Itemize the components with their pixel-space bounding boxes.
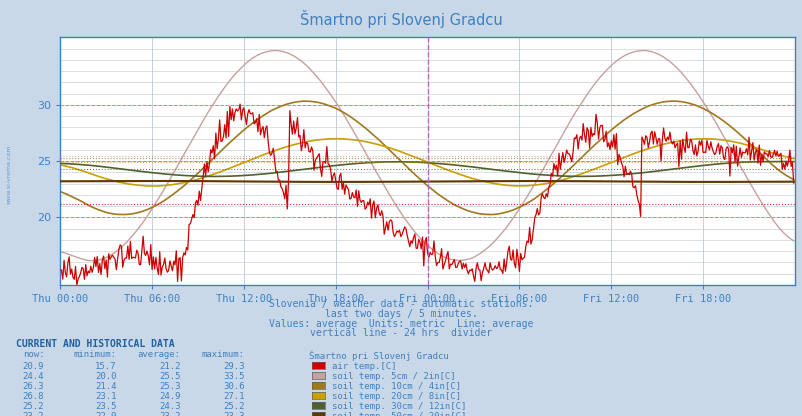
Text: CURRENT AND HISTORICAL DATA: CURRENT AND HISTORICAL DATA [16,339,175,349]
Text: 23.2: 23.2 [22,412,44,416]
Text: 33.5: 33.5 [223,372,245,381]
Text: 21.4: 21.4 [95,382,116,391]
Text: 23.2: 23.2 [159,412,180,416]
Text: minimum:: minimum: [73,350,116,359]
Text: Values: average  Units: metric  Line: average: Values: average Units: metric Line: aver… [269,319,533,329]
Text: soil temp. 20cm / 8in[C]: soil temp. 20cm / 8in[C] [331,392,460,401]
Text: Šmartno pri Slovenj Gradcu: Šmartno pri Slovenj Gradcu [309,350,448,361]
Text: 25.2: 25.2 [223,402,245,411]
Text: maximum:: maximum: [201,350,245,359]
Text: 23.5: 23.5 [95,402,116,411]
Text: 25.3: 25.3 [159,382,180,391]
Text: 21.2: 21.2 [159,362,180,371]
Text: Šmartno pri Slovenj Gradcu: Šmartno pri Slovenj Gradcu [300,10,502,28]
Text: soil temp. 5cm / 2in[C]: soil temp. 5cm / 2in[C] [331,372,455,381]
Text: 20.9: 20.9 [22,362,44,371]
Text: air temp.[C]: air temp.[C] [331,362,395,371]
Text: now:: now: [22,350,44,359]
Text: Slovenia / weather data - automatic stations.: Slovenia / weather data - automatic stat… [269,299,533,309]
Text: 30.6: 30.6 [223,382,245,391]
Text: 29.3: 29.3 [223,362,245,371]
Text: last two days / 5 minutes.: last two days / 5 minutes. [325,309,477,319]
Text: soil temp. 30cm / 12in[C]: soil temp. 30cm / 12in[C] [331,402,465,411]
Text: 23.1: 23.1 [95,392,116,401]
Text: 15.7: 15.7 [95,362,116,371]
Text: 27.1: 27.1 [223,392,245,401]
Text: vertical line - 24 hrs  divider: vertical line - 24 hrs divider [310,328,492,338]
Text: 26.8: 26.8 [22,392,44,401]
Text: 20.0: 20.0 [95,372,116,381]
Text: soil temp. 10cm / 4in[C]: soil temp. 10cm / 4in[C] [331,382,460,391]
Text: www.si-vreme.com: www.si-vreme.com [7,145,12,205]
Text: 23.3: 23.3 [223,412,245,416]
Text: 24.4: 24.4 [22,372,44,381]
Text: soil temp. 50cm / 20in[C]: soil temp. 50cm / 20in[C] [331,412,465,416]
Text: 22.9: 22.9 [95,412,116,416]
Text: 24.9: 24.9 [159,392,180,401]
Text: 25.5: 25.5 [159,372,180,381]
Text: 24.3: 24.3 [159,402,180,411]
Text: 26.3: 26.3 [22,382,44,391]
Text: average:: average: [137,350,180,359]
Text: 25.2: 25.2 [22,402,44,411]
